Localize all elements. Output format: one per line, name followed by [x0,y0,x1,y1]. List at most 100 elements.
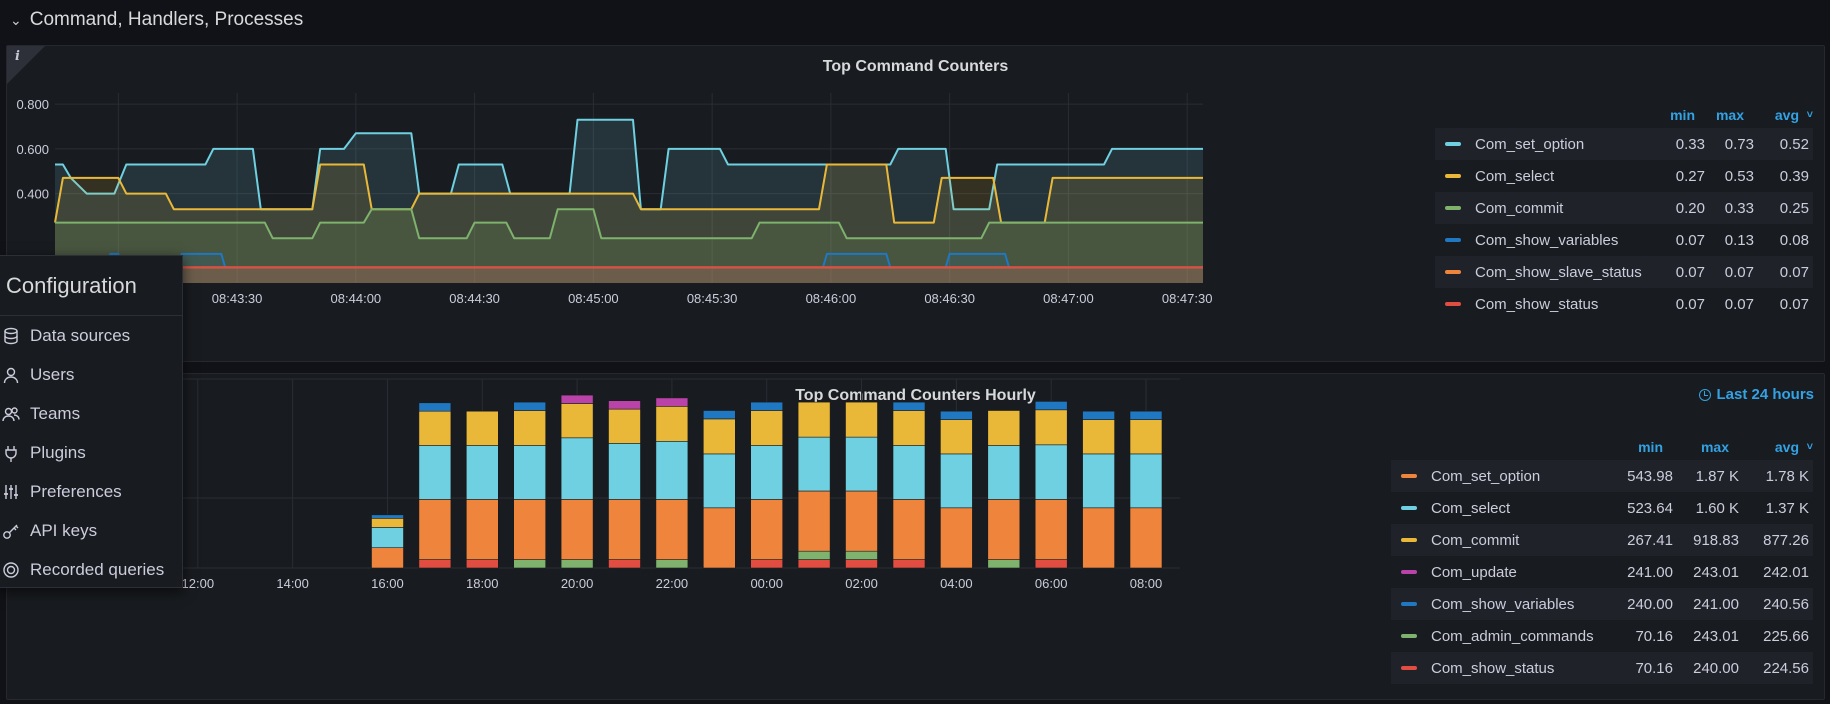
bar-segment-com-show-variables[interactable] [371,514,404,519]
panel-top-command-counters-hourly[interactable]: Top Command Counters Hourly Last 24 hour… [6,373,1825,700]
bar-segment-com-show-variables[interactable] [1082,410,1115,420]
menu-item-recorded-queries[interactable]: Recorded queries [0,550,182,589]
chart-top-command-counters-hourly[interactable]: 1 K010:0012:0014:0016:0018:0020:0022:000… [7,374,1387,701]
bar-segment-com-commit[interactable] [797,401,831,438]
legend-row-com-show-status[interactable]: Com_show_status 70.16 240.00 224.56 [1391,652,1813,684]
bar-segment-com-commit[interactable] [513,410,547,446]
bar-segment-com-commit[interactable] [940,419,973,455]
bar-segment-com-show-status[interactable] [845,559,878,569]
series-line-com-select[interactable] [54,163,1203,224]
info-icon[interactable]: i [15,49,20,64]
series-line-com-commit[interactable] [55,208,1203,240]
row-header[interactable]: ⌄ Command, Handlers, Processes [0,0,1830,40]
bar-segment-com-select[interactable] [560,437,594,500]
legend-row-com-commit[interactable]: Com_commit 0.20 0.33 0.25 [1435,192,1813,224]
bar-segment-com-update[interactable] [655,397,689,407]
panel-info-corner[interactable] [7,46,45,84]
panel-title[interactable]: Top Command Counters Hourly [795,387,1036,404]
bar-segment-com-commit[interactable] [750,410,784,446]
panel-top-command-counters[interactable]: i Top Command Counters 0.800 0.600 0.400 08… [6,45,1825,362]
bar-segment-com-show-variables[interactable] [940,410,973,420]
bar-segment-com-commit[interactable] [560,403,594,439]
bar-segment-com-commit[interactable] [1034,409,1068,446]
bar-segment-com-show-status[interactable] [892,559,926,569]
bar-segment-com-set-option[interactable] [655,499,689,560]
chevron-down-icon[interactable]: ⌄ [10,11,22,28]
legend-row-com-select[interactable]: Com_select 0.27 0.53 0.39 [1435,160,1813,192]
bar-segment-com-select[interactable] [1034,444,1068,500]
bar-segment-com-show-status[interactable] [797,559,831,569]
bar-segment-com-commit[interactable] [702,418,736,455]
legend-header-max[interactable]: max [1700,439,1729,455]
bar-segment-com-select[interactable] [513,445,547,500]
bar-segment-com-commit[interactable] [418,410,452,446]
bar-segment-com-show-variables[interactable] [1034,401,1068,411]
bar-segment-com-show-status[interactable] [465,559,499,569]
bar-segment-com-select[interactable] [892,445,926,500]
bar-segment-com-set-option[interactable] [940,507,973,569]
bar-segment-com-admin-commands[interactable] [655,559,689,569]
bar-segment-com-admin-commands[interactable] [797,550,831,560]
bar-segment-com-set-option[interactable] [418,499,452,560]
bar-segment-com-set-option[interactable] [797,490,831,552]
legend-header-avg[interactable]: avg [1774,439,1799,455]
bar-segment-com-show-variables[interactable] [892,401,926,411]
legend-header-min[interactable]: min [1638,439,1663,455]
bar-segment-com-admin-commands[interactable] [845,550,878,560]
legend-header-avg[interactable]: avg [1774,107,1799,123]
legend-row-com-set-option[interactable]: Com_set_option 543.98 1.87 K 1.78 K [1391,460,1813,492]
legend-row-com-show-status[interactable]: Com_show_status 0.07 0.07 0.07 [1435,288,1813,320]
legend-row-com-admin-commands[interactable]: Com_admin_commands 70.16 243.01 225.66 [1391,620,1813,652]
bar-segment-com-select[interactable] [1129,453,1163,509]
menu-item-api-keys[interactable]: API keys [0,511,182,550]
bar-segment-com-set-option[interactable] [1129,507,1163,569]
bar-segment-com-commit[interactable] [608,408,641,444]
bar-segment-com-show-variables[interactable] [418,402,452,412]
bar-segment-com-admin-commands[interactable] [513,559,547,569]
legend-row-com-update[interactable]: Com_update 241.00 243.01 242.01 [1391,556,1813,588]
bar-segment-com-update[interactable] [560,394,594,404]
menu-item-users[interactable]: Users [0,355,182,394]
bar-segment-com-commit[interactable] [1129,419,1163,455]
bar-segment-com-commit[interactable] [845,401,878,438]
bar-segment-com-commit[interactable] [892,410,926,446]
sort-chevron-down-icon[interactable]: ˅ [1806,109,1813,121]
bar-segment-com-set-option[interactable] [513,499,547,560]
panel-title[interactable]: Top Command Counters [822,58,1009,75]
bar-segment-com-select[interactable] [750,445,784,500]
menu-item-data-sources[interactable]: Data sources [0,316,182,355]
sort-chevron-down-icon[interactable]: ˅ [1806,441,1813,453]
legend-row-com-show-variables[interactable]: Com_show_variables 0.07 0.13 0.08 [1435,224,1813,256]
bar-segment-com-select[interactable] [940,453,973,509]
menu-item-preferences[interactable]: Preferences [0,472,182,511]
legend-row-com-show-variables[interactable]: Com_show_variables 240.00 241.00 240.56 [1391,588,1813,620]
menu-item-plugins[interactable]: Plugins [0,433,182,472]
bar-segment-com-commit[interactable] [1082,419,1115,455]
menu-item-teams[interactable]: Teams [0,394,182,433]
legend-header-min[interactable]: min [1670,107,1695,123]
bar-segment-com-update[interactable] [608,400,641,410]
bar-segment-com-show-status[interactable] [418,559,452,569]
bar-segment-com-show-variables[interactable] [1129,410,1163,420]
legend-row-com-set-option[interactable]: Com_set_option 0.33 0.73 0.52 [1435,128,1813,160]
bar-segment-com-select[interactable] [655,441,689,500]
bar-segment-com-commit[interactable] [655,405,689,442]
bar-segment-com-select[interactable] [418,445,452,500]
bar-segment-com-set-option[interactable] [560,499,594,560]
bar-segment-com-set-option[interactable] [987,499,1021,560]
bar-segment-com-set-option[interactable] [702,507,736,569]
bar-segment-com-select[interactable] [845,436,878,492]
bar-segment-com-show-variables[interactable] [750,401,784,411]
legend-row-com-commit[interactable]: Com_commit 267.41 918.83 877.26 [1391,524,1813,556]
legend-header-max[interactable]: max [1715,107,1744,123]
bar-segment-com-commit[interactable] [987,410,1021,446]
bar-segment-com-select[interactable] [987,445,1021,500]
bar-segment-com-show-status[interactable] [750,559,784,569]
bar-segment-com-set-option[interactable] [1082,507,1115,569]
bar-segment-com-set-option[interactable] [750,499,784,560]
bar-segment-com-set-option[interactable] [465,499,499,560]
legend-row-com-show-slave-status[interactable]: Com_show_slave_status 0.07 0.07 0.07 [1435,256,1813,288]
bar-segment-com-show-variables[interactable] [702,410,736,420]
bar-segment-com-set-option[interactable] [608,499,641,560]
bar-segment-com-admin-commands[interactable] [987,559,1021,569]
